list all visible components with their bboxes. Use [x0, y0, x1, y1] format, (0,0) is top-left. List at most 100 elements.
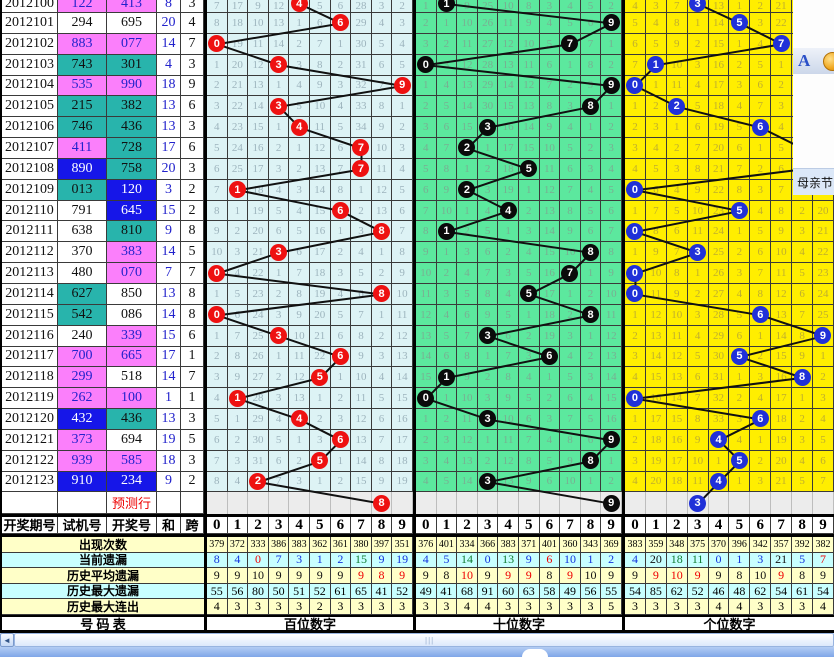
digit-section-1: 1 1 9 25 10 8 3 4 5 2 2 1 10 26 11 9 4 5 6 9 3 2 11 27 12 10 5 7 7 1 0…: [413, 0, 622, 634]
prediction-row: 3: [625, 492, 834, 514]
omission-cell: 7: [560, 263, 581, 284]
test-number-cell: 240: [58, 325, 107, 347]
digit-header-cell: 0: [416, 517, 437, 535]
omission-cell: 8: [580, 96, 602, 118]
scroll-left-button[interactable]: ◄: [0, 633, 14, 647]
omission-cell: 17: [708, 75, 730, 97]
omission-cell: 2: [416, 96, 437, 118]
omission-cell: 13: [392, 346, 413, 368]
omission-cell: 5: [309, 0, 331, 13]
omission-cell: 19: [309, 283, 331, 305]
omission-cell: 9: [687, 179, 709, 201]
hit-circle: 1: [437, 222, 455, 240]
omission-cell: 25: [248, 325, 269, 347]
hit-circle: 4: [499, 202, 517, 220]
digit-header-cell: 0: [625, 517, 646, 535]
omission-cell: 25: [708, 242, 730, 264]
omission-cell: 20: [771, 450, 793, 472]
hit-circle: 5: [520, 160, 538, 178]
omission-cell: 26: [477, 13, 499, 34]
digit-header-cell: 6: [750, 517, 772, 535]
omission-cell: 13: [289, 388, 310, 410]
omission-cell: 3: [268, 96, 290, 118]
hit-circle: 3: [479, 118, 497, 136]
omission-cell: 1: [477, 346, 499, 368]
omission-cell: 15: [771, 346, 793, 368]
omission-cell: 31: [248, 450, 269, 472]
stat-cell: 0: [248, 552, 269, 569]
omission-cell: 1: [477, 429, 499, 451]
table-row: 2012112 370 383 14 5: [2, 242, 204, 264]
omission-cell: 5: [518, 388, 540, 410]
omission-cell: 4: [625, 471, 646, 493]
omission-cell: 8: [477, 283, 499, 305]
omission-cell: 11: [539, 158, 561, 180]
digit-header-cell: 8: [371, 517, 393, 535]
omission-cell: 8: [771, 200, 793, 222]
table-row: 5 1 29 4 4 2 3 12 6 16: [207, 409, 413, 430]
omission-cell: 12: [351, 409, 372, 430]
omission-cell: 10: [687, 450, 709, 472]
omission-cell: 16: [498, 117, 519, 139]
omission-cell: 3: [539, 0, 561, 13]
omission-cell: 27: [248, 367, 269, 389]
omission-cell: 7: [750, 96, 772, 118]
omission-cell: 18: [708, 96, 730, 118]
draw-number-cell: 694: [107, 429, 157, 451]
digit-section-2: 4373131221105481145322116592151471271103…: [622, 0, 834, 634]
omission-cell: 7: [268, 471, 290, 493]
digit-header-cell: 4: [498, 517, 519, 535]
omission-cell: 1: [708, 450, 730, 472]
omission-cell: 4: [625, 367, 646, 389]
hit-circle: 6: [331, 14, 349, 32]
hit-circle: 3: [270, 97, 288, 115]
table-row: 7 10 1 4 4 2 13 8 5 6: [416, 200, 622, 222]
omission-cell: 1: [539, 367, 561, 389]
omission-cell: 1: [416, 75, 437, 97]
stat-cell: 10: [666, 568, 688, 584]
omission-cell: 6: [750, 75, 772, 97]
omission-cell: 9: [792, 346, 814, 368]
stat-cell: 80: [248, 584, 269, 600]
table-row: 0 6 24 3 9 20 5 7 1 11: [207, 304, 413, 326]
digit-header-cell: 1: [645, 517, 667, 535]
sum-cell: 13: [157, 96, 181, 118]
digit-header-cell: 7: [351, 517, 372, 535]
sum-cell: 20: [157, 13, 181, 34]
horizontal-scrollbar[interactable]: ◄ |||: [0, 633, 834, 647]
font-button[interactable]: A: [798, 51, 811, 70]
sum-cell: 4: [157, 54, 181, 76]
omission-cell: 1: [207, 54, 228, 76]
avg-miss-row: 9 8 10 9 9 9 8 9 10 9: [416, 568, 622, 584]
digit-header-cell: 9: [601, 517, 622, 535]
omission-cell: 9: [580, 75, 602, 97]
draw-number-cell: 810: [107, 221, 157, 243]
table-row: 2 18 16 9 4 4 1 19 3 5: [625, 429, 834, 451]
stat-cell: 9: [330, 568, 352, 584]
hit-circle: 1: [647, 56, 665, 74]
stat-cell: 55: [601, 584, 622, 600]
omission-cell: 1: [601, 33, 622, 55]
omission-cell: 1: [309, 471, 331, 493]
table-row: 1 4 13 29 14 12 7 2 9 9: [416, 75, 622, 97]
omission-cell: 28: [708, 304, 730, 326]
table-row: 2012123 910 234 9 2: [2, 471, 204, 493]
omission-cell: 21: [708, 158, 730, 180]
omission-cell: 5: [207, 409, 228, 430]
omission-cell: 1: [580, 471, 602, 493]
scrollbar-thumb[interactable]: |||: [14, 633, 834, 647]
table-row: 0 19 11 14 2 7 1 30 5 4: [207, 33, 413, 55]
digit-header-cell: 9: [392, 517, 413, 535]
omission-cell: 5: [351, 263, 372, 284]
omission-cell: 20: [227, 54, 249, 76]
stat-cell: 9: [289, 568, 310, 584]
hit-circle: 0: [417, 389, 435, 407]
omission-cell: 8: [539, 96, 561, 118]
prediction-cell: [708, 492, 730, 514]
omission-cell: 3: [539, 409, 561, 430]
omission-cell: 4: [289, 200, 310, 222]
omission-cell: 6: [729, 138, 751, 159]
omission-cell: 18: [392, 450, 413, 472]
omission-cell: 7: [227, 325, 249, 347]
digit-header-cell: 5: [729, 517, 751, 535]
